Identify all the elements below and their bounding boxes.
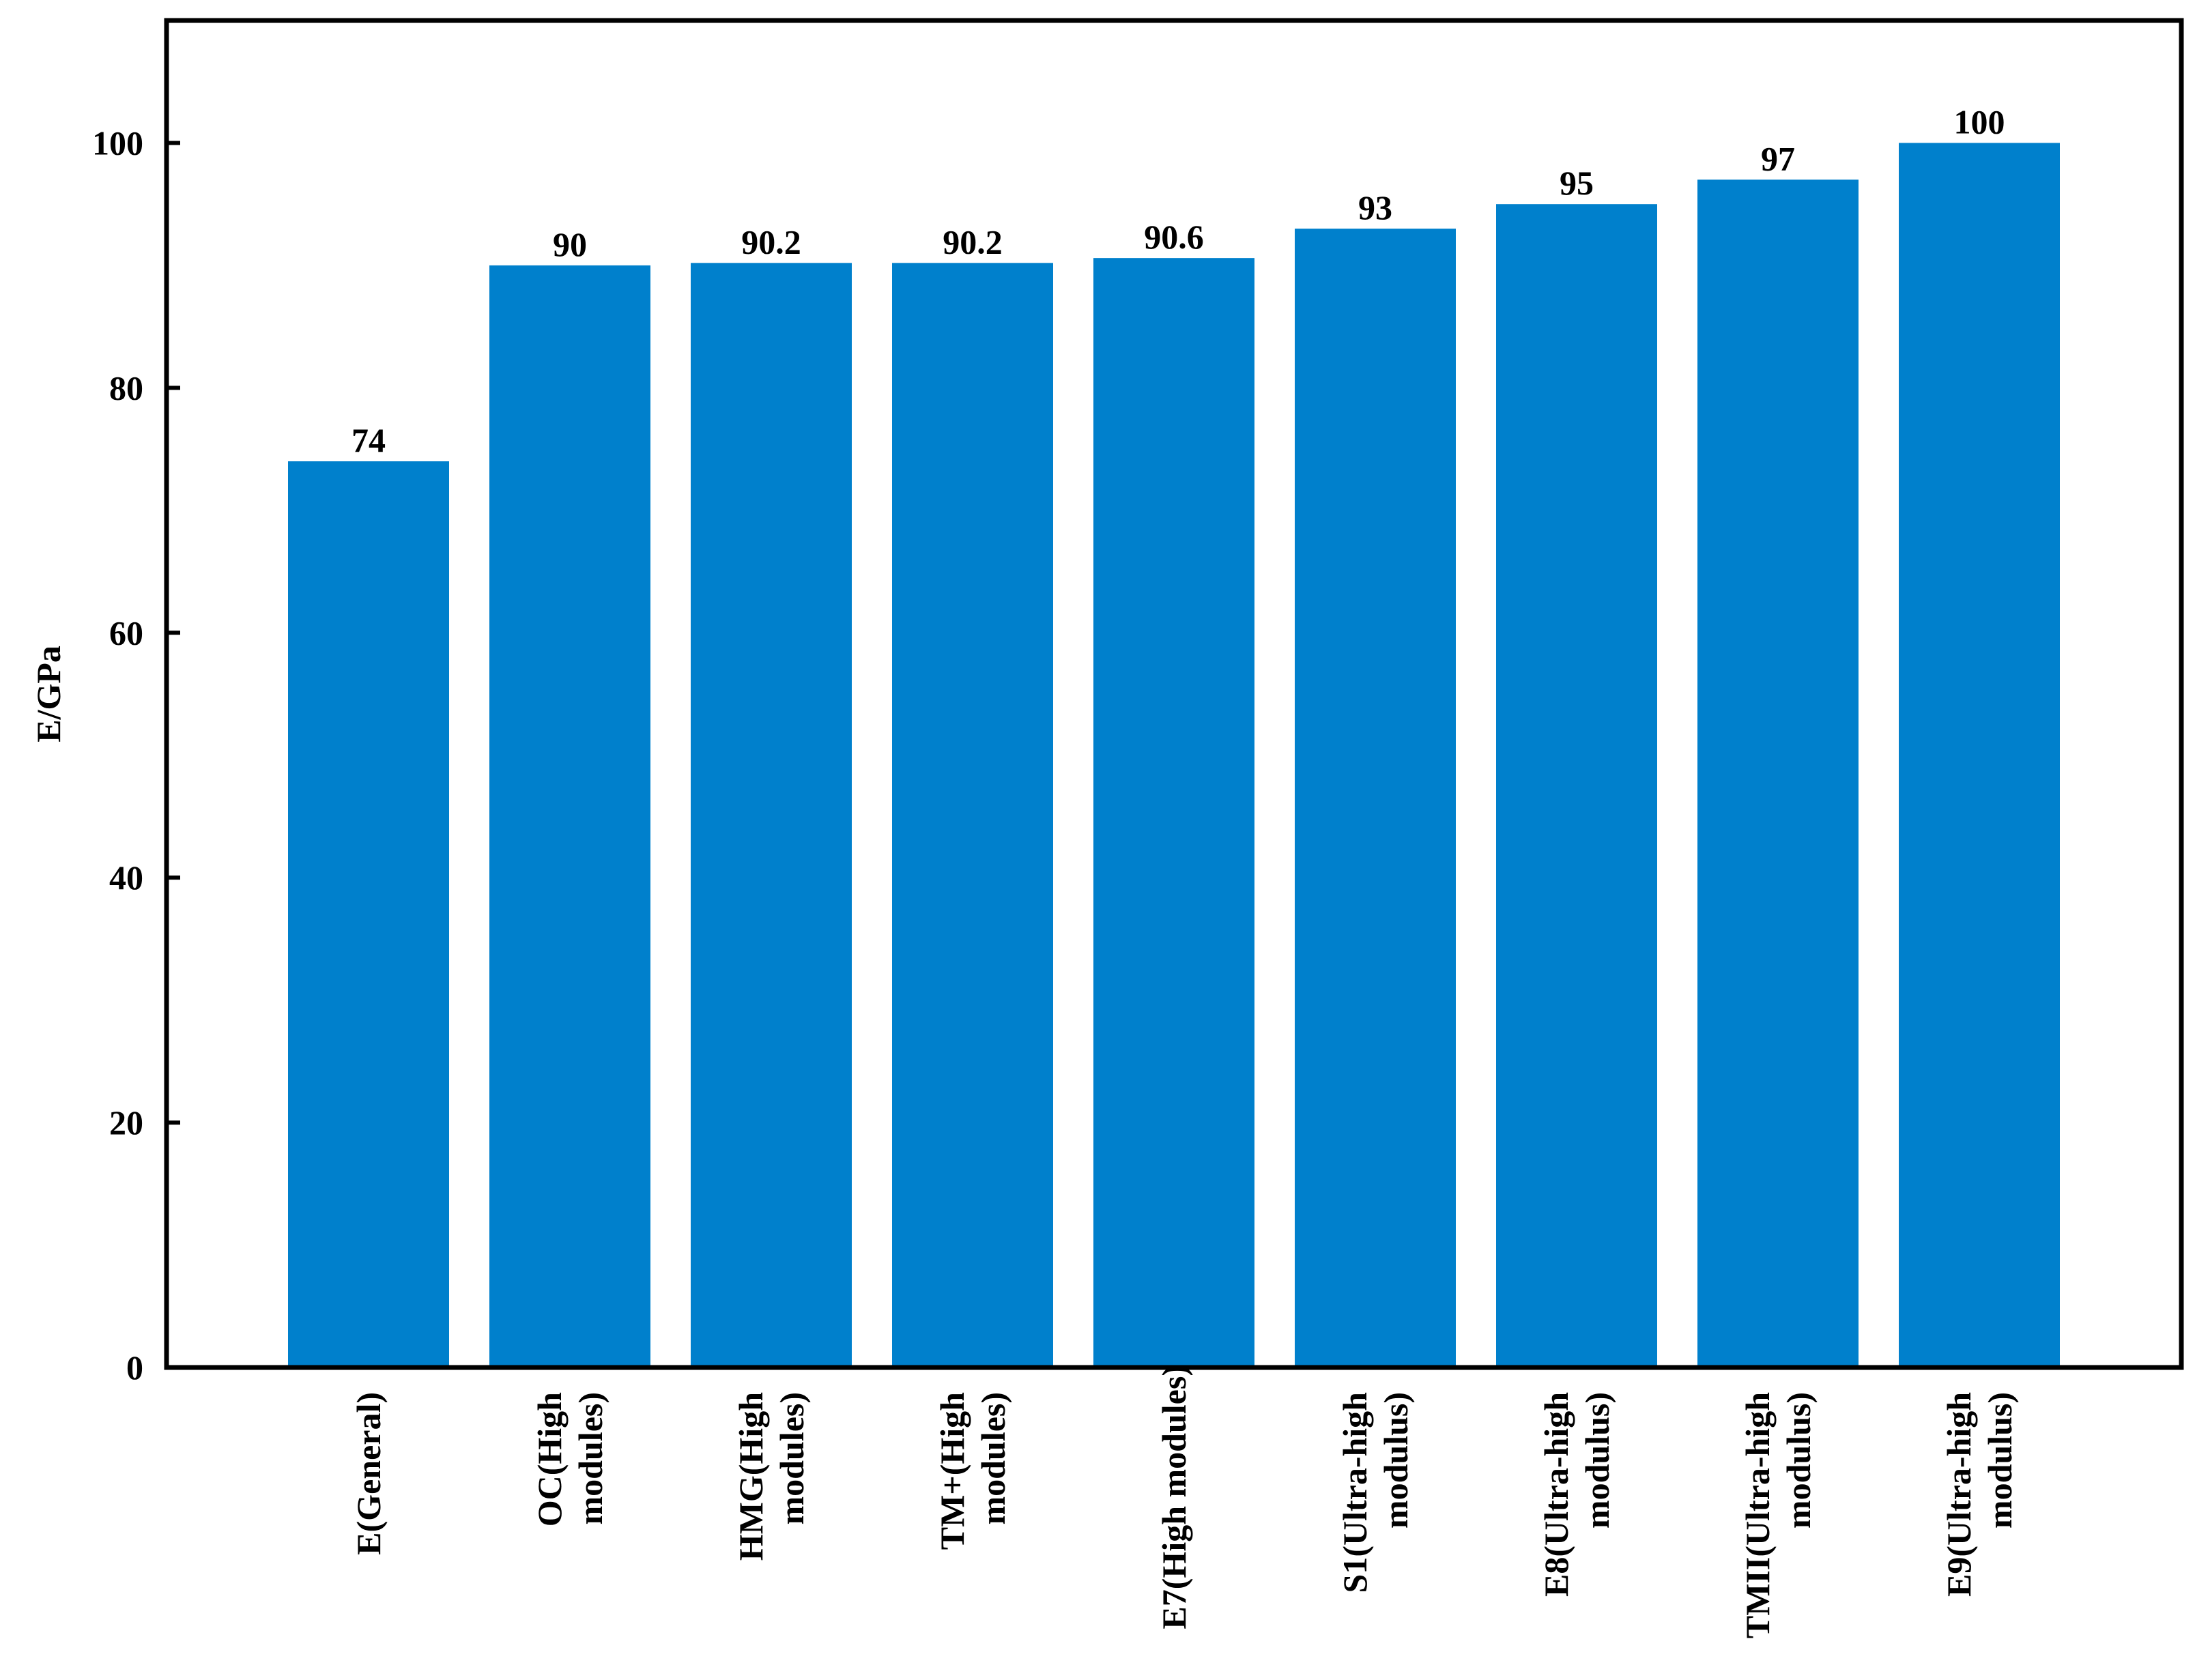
x-tick-label: TMII(Ultra-highmodulus) [1738, 1392, 1818, 1638]
y-tick-label: 80 [109, 368, 143, 407]
x-axis: E(General) OC(Highmodules) HMG(Highmodules… [349, 1365, 2019, 1638]
bar-value-label: 90 [553, 225, 587, 263]
bar [1093, 258, 1254, 1367]
bars-layer: 74 90 90.2 90.2 90.6 93 95 97 100 [288, 102, 2060, 1368]
bar-value-label: 90.6 [1144, 218, 1204, 256]
y-tick-label: 20 [109, 1103, 143, 1142]
bar-value-label: 90.2 [943, 222, 1003, 261]
y-tick-label: 60 [109, 613, 143, 652]
y-tick-label: 100 [92, 124, 143, 162]
bar-value-label: 97 [1761, 139, 1795, 177]
bar [892, 263, 1053, 1367]
y-axis: 0 20 40 60 80 100 [92, 124, 180, 1387]
bar-value-label: 90.2 [741, 222, 801, 261]
bar [288, 461, 449, 1367]
x-tick-label: TM+(Highmodules) [933, 1392, 1012, 1550]
bar [691, 263, 852, 1367]
x-tick-label: E9(Ultra-highmodulus) [1940, 1392, 2019, 1597]
x-tick-label: HMG(Highmodules) [732, 1392, 811, 1561]
bar-value-label: 93 [1358, 188, 1392, 227]
x-tick-label: OC(Highmodules) [530, 1392, 609, 1526]
x-tick-label: E7(High modules) [1155, 1365, 1193, 1630]
bar [1899, 143, 2060, 1367]
y-axis-title: E/GPa [29, 646, 68, 742]
bar [1697, 179, 1859, 1368]
y-tick-label: 40 [109, 858, 143, 897]
bar [1496, 204, 1657, 1367]
bar-value-label: 100 [1954, 102, 2005, 141]
bar-value-label: 74 [352, 421, 386, 459]
plot-frame [164, 18, 2184, 1370]
bar [1295, 229, 1456, 1367]
x-tick-label: S1(Ultra-highmodulus) [1336, 1392, 1415, 1593]
bar [489, 265, 650, 1368]
bar-value-label: 95 [1560, 164, 1594, 202]
x-tick-label: E(General) [349, 1392, 388, 1555]
y-tick-label: 0 [126, 1348, 143, 1387]
x-tick-label: E8(Ultra-highmodulus) [1537, 1392, 1616, 1597]
